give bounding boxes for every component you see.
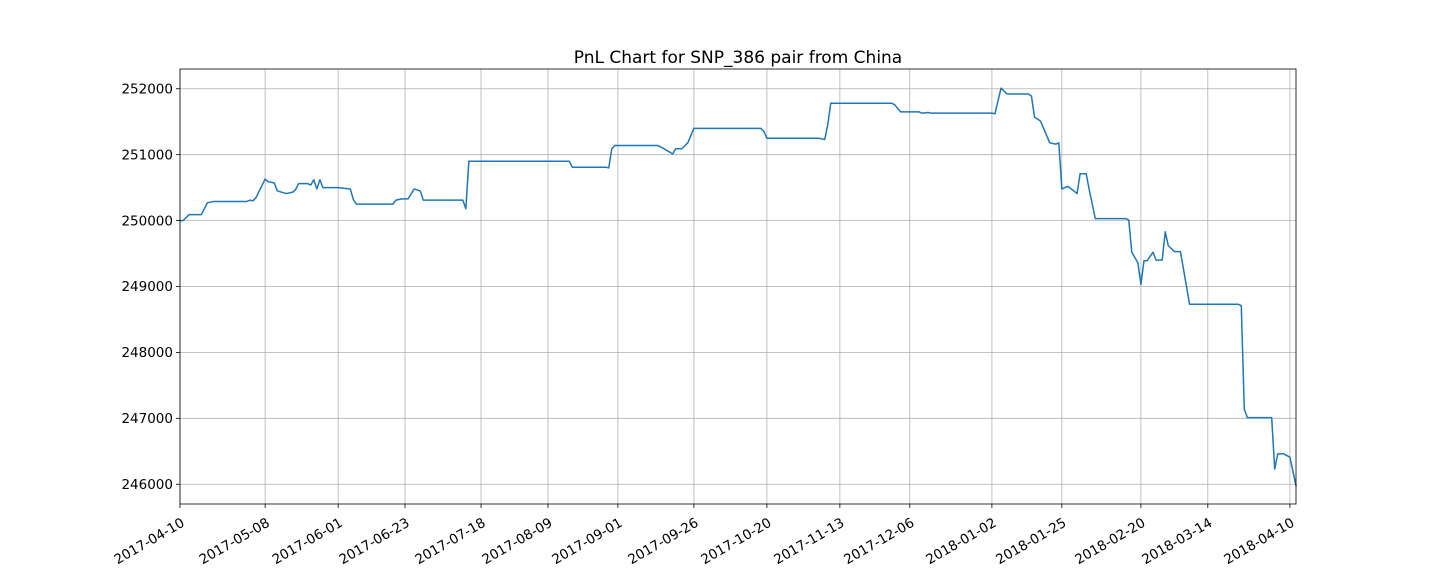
series-layer [179,87,1297,487]
y-tick-label: 247000 [121,411,173,427]
tick-marks [176,88,1291,508]
grid-lines [179,69,1296,504]
y-tick-label: 248000 [121,345,173,361]
y-tick-label: 252000 [121,81,173,97]
y-tick-label: 246000 [121,477,173,493]
y-tick-label: 251000 [121,147,173,163]
chart-title: PnL Chart for SNP_386 pair from China [574,48,902,68]
y-tick-label: 250000 [121,213,173,229]
pnl-series-line [179,87,1297,487]
y-tick-label: 249000 [121,279,173,295]
